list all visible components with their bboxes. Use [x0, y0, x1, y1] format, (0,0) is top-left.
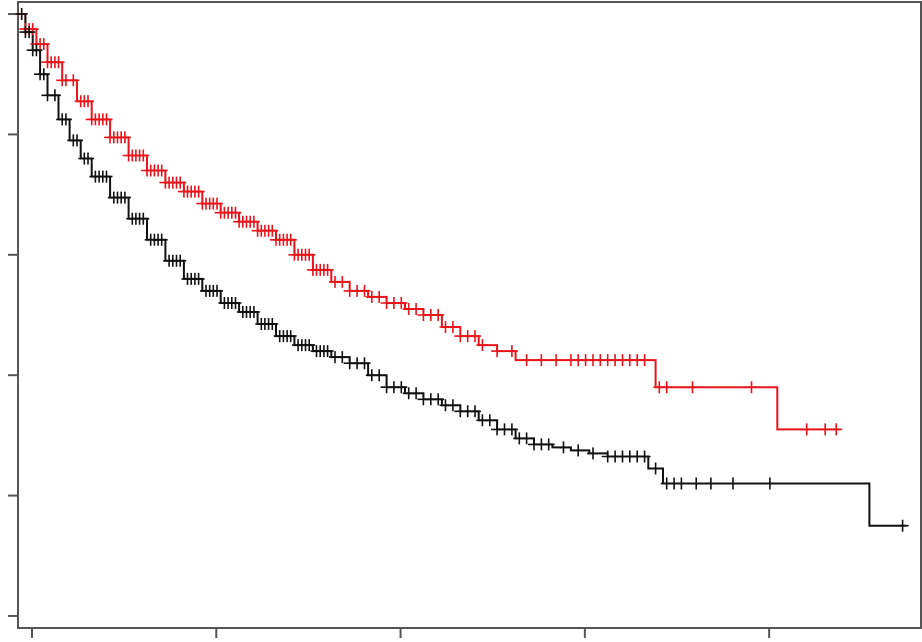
- series-1-censor-112: [727, 477, 739, 490]
- series-0-censor-122: [745, 381, 758, 394]
- series-0-censor-66: [266, 224, 279, 237]
- series-0-censor-26: [118, 131, 131, 144]
- series-1-censor-114: [896, 519, 909, 532]
- series-1-censors: [15, 8, 909, 532]
- series-0-censor-46: [192, 185, 205, 198]
- series-0-censor-88: [373, 290, 386, 303]
- series-1-censor-68: [336, 351, 349, 364]
- series-1-censor-30: [155, 233, 168, 246]
- series-0-censor-10: [52, 56, 65, 69]
- series-1-censor-8: [48, 89, 61, 102]
- series-1-censor-96: [542, 438, 555, 451]
- series-0-censor-56: [229, 206, 242, 219]
- series-0-censor-106: [535, 354, 548, 367]
- series-1-censor-83: [446, 399, 459, 412]
- series-0-censor-21: [100, 113, 113, 126]
- series-0-censor-107: [550, 354, 563, 367]
- series-1-censor-54: [266, 318, 279, 330]
- series-0-censor-104: [505, 345, 518, 358]
- series-1-censor-0: [15, 8, 28, 20]
- series-0-censor-123: [800, 423, 813, 436]
- series-1-censor-10: [59, 113, 72, 126]
- series-0-censor-13: [67, 74, 80, 87]
- series-0-censor-83: [336, 275, 349, 288]
- series-1-censor-98: [572, 444, 585, 457]
- series-0-censor-81: [321, 263, 334, 276]
- series-0-censor-93: [410, 303, 423, 315]
- series-0-censor-105: [520, 354, 533, 367]
- series-0-censor-31: [137, 149, 150, 162]
- series-0-censor-124: [819, 423, 832, 436]
- series-1-censor-2: [23, 26, 36, 39]
- series-1-censor-109: [675, 477, 688, 490]
- series-1-censor-111: [704, 477, 717, 490]
- series-1-censor-18: [100, 170, 113, 183]
- series-0-censor-98: [446, 321, 459, 333]
- series-1-censor-58: [284, 330, 297, 343]
- series-1-censor-113: [763, 477, 776, 490]
- series-1-censor-110: [690, 477, 703, 490]
- series-0-censor-125: [830, 423, 843, 436]
- series-0-censor-96: [432, 309, 445, 321]
- series-1-censor-38: [192, 272, 205, 285]
- series-1-censor-50: [247, 306, 260, 318]
- series-0-censor-91: [395, 297, 408, 309]
- series-0-censor-16: [82, 95, 94, 108]
- series-1-censor-66: [321, 345, 334, 358]
- series-1-censor-4: [30, 44, 43, 57]
- series-1-censor-106: [649, 462, 662, 475]
- series-1-censor-42: [211, 284, 223, 297]
- series-0-censor-120: [660, 381, 673, 394]
- axis-ticks: [8, 13, 771, 638]
- series-1-censor-76: [395, 381, 408, 394]
- series-0-censor-118: [638, 354, 651, 367]
- series-0-censor-102: [476, 339, 489, 352]
- series-1-censor-78: [410, 387, 423, 400]
- series-0-censor-71: [284, 233, 297, 246]
- series-0-censor-6: [37, 38, 50, 51]
- series-1-censor-34: [174, 254, 187, 267]
- series-0-censor-76: [303, 248, 316, 261]
- series-1-censor-99: [587, 447, 599, 460]
- series-0-censor-103: [491, 345, 504, 358]
- series-1-censor-6: [37, 68, 50, 81]
- series-1-censor-73: [373, 369, 386, 382]
- series-1-censor-12: [71, 134, 83, 147]
- series-1-censor-22: [118, 191, 131, 204]
- series-1-censor-62: [303, 339, 316, 352]
- series-1-censor-93: [520, 432, 533, 445]
- series-0-censor-36: [155, 164, 168, 177]
- series-1-censor-81: [432, 393, 445, 406]
- series-1-censor-97: [557, 441, 570, 454]
- series-0-censor-51: [211, 197, 223, 210]
- series-1-censor-91: [505, 423, 518, 436]
- series-1-censor-86: [469, 405, 481, 418]
- series-0-censor-86: [358, 284, 371, 297]
- series-0-censor-121: [686, 381, 699, 394]
- series-1-censor-71: [358, 357, 371, 370]
- series-1-censor-14: [82, 152, 94, 165]
- series-1-censor-26: [137, 212, 150, 225]
- series-1-censor-88: [483, 414, 496, 427]
- series-0-censor-61: [247, 215, 260, 228]
- series-0-censor-41: [174, 176, 187, 189]
- series-1-censor-105: [638, 450, 651, 463]
- plot-frame: [17, 1, 922, 629]
- censor-marks: [15, 8, 909, 532]
- series-1-censor-46: [229, 297, 242, 309]
- series-0-censor-101: [469, 330, 481, 343]
